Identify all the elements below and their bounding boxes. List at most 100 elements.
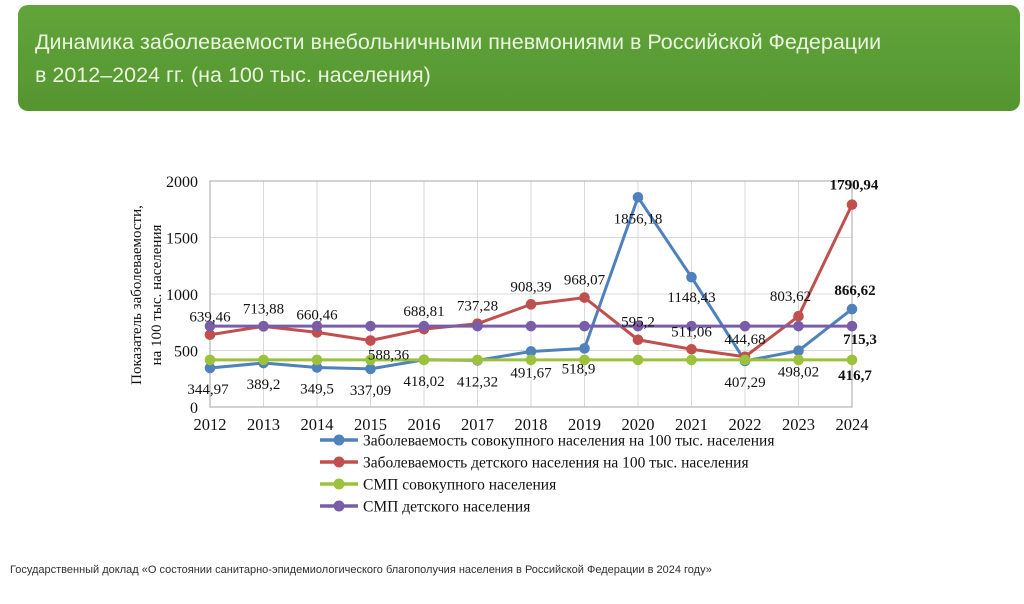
data-label: 688,81 — [403, 304, 444, 320]
plot-border — [209, 180, 853, 408]
data-label: 715,3 — [843, 332, 877, 348]
data-label: 737,28 — [457, 299, 498, 315]
data-label: 491,67 — [510, 365, 552, 381]
data-label: 498,02 — [778, 365, 819, 381]
data-label: 416,7 — [838, 368, 872, 384]
y-tick-label: 1500 — [166, 231, 198, 248]
data-label: 588,36 — [368, 348, 410, 364]
x-tick-label: 2016 — [408, 415, 441, 434]
data-label: 660,46 — [296, 307, 338, 323]
x-tick-label: 2019 — [568, 415, 601, 434]
x-tick-label: 2014 — [301, 415, 334, 434]
series-marker-2 — [311, 354, 323, 366]
series-marker-1 — [525, 299, 537, 310]
source-citation: Государственный доклад «О состоянии сани… — [10, 564, 712, 576]
x-tick-label: 2021 — [675, 415, 708, 434]
data-label: 349,5 — [300, 382, 334, 398]
data-label: 1856,18 — [614, 211, 663, 227]
incidence-line-chart: 0 500 1000 1500 2000 2012 2013 2014 2015 2016 2017… — [129, 174, 879, 516]
series-marker-2 — [418, 354, 430, 366]
data-label: 444,68 — [724, 332, 765, 348]
x-tick-label: 2018 — [515, 415, 548, 434]
x-tick-label: 2022 — [729, 415, 762, 434]
series-marker-3 — [579, 320, 590, 332]
data-label: 412,32 — [457, 374, 498, 390]
series-marker-3 — [525, 320, 537, 332]
legend-marker — [333, 500, 345, 512]
series-marker-1 — [846, 199, 858, 210]
data-label: 908,39 — [510, 279, 551, 295]
series-marker-3 — [846, 320, 858, 332]
line-chart-figure: 0 500 1000 1500 2000 2012 2013 2014 2015 2016 2017… — [0, 152, 1024, 532]
x-tick-label: 2020 — [622, 415, 655, 434]
legend-label-2: СМП совокупного населения — [363, 477, 556, 494]
series-marker-0 — [632, 191, 644, 203]
series-marker-0 — [793, 345, 804, 357]
title-banner: Динамика заболеваемости внебольничными п… — [18, 5, 1020, 111]
legend-label-1: Заболеваемость детского населения на 100… — [363, 455, 749, 472]
data-label: 968,07 — [564, 273, 606, 289]
series-marker-0 — [579, 343, 590, 354]
series-marker-3 — [204, 320, 216, 332]
data-label: 639,46 — [189, 310, 231, 326]
series-marker-1 — [365, 335, 376, 346]
legend-marker — [333, 456, 345, 468]
legend-label-3: СМП детского населения — [363, 499, 530, 516]
series-marker-2 — [686, 354, 697, 366]
data-label: 418,02 — [403, 374, 444, 390]
legend-marker — [333, 478, 345, 490]
series-marker-2 — [846, 354, 858, 366]
data-label: 389,2 — [247, 377, 281, 393]
series-marker-2 — [204, 354, 216, 366]
series-marker-3 — [258, 320, 269, 332]
legend-label-0: Заболеваемость совокупного населения на … — [363, 433, 774, 450]
data-label: 407,29 — [724, 375, 765, 391]
x-tick-label: 2023 — [782, 415, 815, 434]
y-tick-label: 2000 — [166, 174, 198, 191]
series-marker-0 — [846, 303, 858, 315]
series-marker-2 — [632, 354, 644, 366]
series-marker-2 — [525, 354, 537, 366]
x-tick-label: 2012 — [194, 415, 227, 434]
series-marker-3 — [739, 320, 751, 332]
data-label: 337,09 — [350, 383, 391, 399]
x-tick-label: 2015 — [354, 415, 387, 434]
y-axis-title: на 100 тыс. населения — [149, 225, 165, 366]
data-label: 866,62 — [834, 283, 875, 299]
x-tick-label: 2013 — [247, 415, 280, 434]
data-label: 511,06 — [671, 324, 712, 340]
series-marker-3 — [632, 320, 644, 332]
series-marker-2 — [793, 354, 804, 366]
data-label: 1148,43 — [667, 290, 715, 306]
series-marker-3 — [418, 320, 430, 332]
y-axis-title: Показатель заболеваемости, — [129, 205, 145, 385]
series-marker-0 — [525, 346, 537, 357]
series-marker-2 — [258, 354, 269, 366]
series-marker-1 — [686, 343, 697, 355]
slide-title-line1: Динамика заболеваемости внебольничными п… — [35, 30, 882, 54]
x-tick-label: 2024 — [836, 415, 869, 434]
x-tick-label: 2017 — [461, 415, 494, 434]
series-marker-3 — [365, 320, 376, 332]
y-tick-label: 1000 — [166, 287, 198, 304]
series-marker-1 — [793, 310, 804, 322]
series-marker-0 — [311, 362, 323, 373]
series-marker-2 — [739, 354, 751, 366]
series-marker-3 — [311, 320, 323, 332]
data-label: 803,62 — [770, 289, 811, 305]
data-label: 518,9 — [562, 361, 596, 377]
series-marker-1 — [579, 292, 590, 303]
series-marker-0 — [204, 362, 216, 374]
series-marker-1 — [204, 329, 216, 341]
series-marker-2 — [365, 354, 376, 366]
data-label: 713,88 — [243, 301, 284, 317]
series-marker-1 — [632, 334, 644, 346]
series-marker-3 — [472, 320, 483, 332]
series-marker-0 — [365, 363, 376, 375]
series-marker-0 — [686, 271, 697, 283]
series-marker-2 — [579, 354, 590, 366]
series-marker-2 — [472, 354, 483, 366]
y-tick-label: 500 — [174, 344, 198, 361]
y-tick-label: 0 — [190, 400, 198, 417]
